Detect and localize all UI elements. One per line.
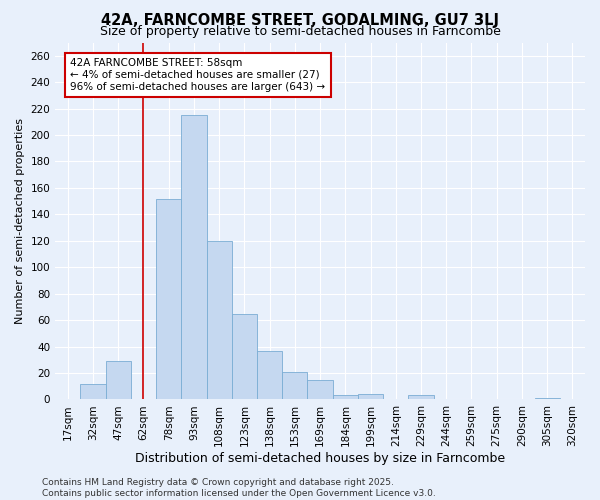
Bar (358, 394, 383, 400)
Bar (181, 115, 206, 400)
Bar (257, 350, 282, 400)
Bar (206, 241, 232, 400)
Bar (282, 372, 307, 400)
Text: Size of property relative to semi-detached houses in Farncombe: Size of property relative to semi-detach… (100, 25, 500, 38)
Text: 42A FARNCOMBE STREET: 58sqm
← 4% of semi-detached houses are smaller (27)
96% of: 42A FARNCOMBE STREET: 58sqm ← 4% of semi… (70, 58, 325, 92)
X-axis label: Distribution of semi-detached houses by size in Farncombe: Distribution of semi-detached houses by … (135, 452, 505, 465)
Text: 42A, FARNCOMBE STREET, GODALMING, GU7 3LJ: 42A, FARNCOMBE STREET, GODALMING, GU7 3L… (101, 12, 499, 28)
Y-axis label: Number of semi-detached properties: Number of semi-detached properties (15, 118, 25, 324)
Bar (332, 396, 358, 400)
Bar (307, 380, 332, 400)
Bar (156, 198, 181, 400)
Bar (409, 396, 434, 400)
Bar (535, 398, 560, 400)
Bar (232, 314, 257, 400)
Bar (106, 361, 131, 400)
Text: Contains HM Land Registry data © Crown copyright and database right 2025.
Contai: Contains HM Land Registry data © Crown c… (42, 478, 436, 498)
Bar (80, 384, 106, 400)
